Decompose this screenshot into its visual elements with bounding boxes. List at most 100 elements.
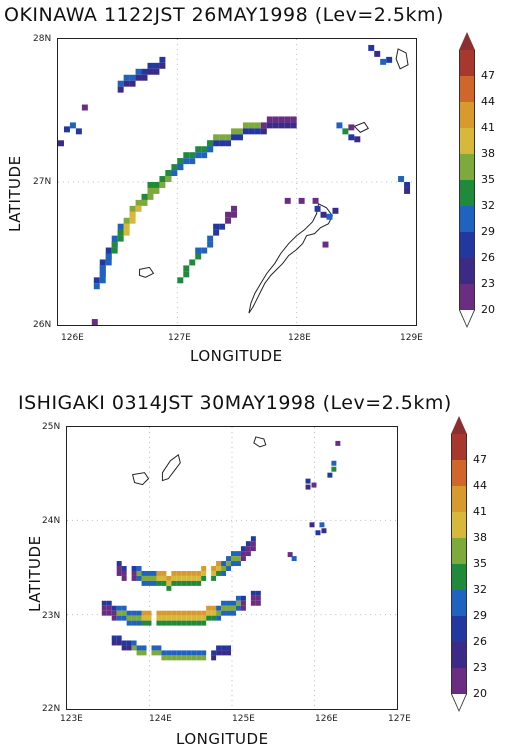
reflectivity-map [57, 38, 417, 326]
colorbar-label: 32 [473, 583, 487, 596]
echo-pixel [235, 605, 241, 611]
echo-pixel [99, 271, 106, 278]
coastline [395, 48, 409, 70]
echo-pixel [136, 570, 142, 576]
colorbar-segment [459, 258, 475, 284]
echo-pixel [368, 44, 375, 51]
echo-pixel [254, 128, 261, 135]
x-tick-126e: 126E [315, 714, 338, 724]
echo-pixel [123, 80, 130, 87]
echo-pixel [206, 615, 212, 621]
y-axis-label: LATITUDE [26, 535, 44, 612]
echo-pixel [250, 590, 256, 596]
colorbar: 20 23 26 29 32 35 38 41 44 47 [459, 32, 495, 328]
echo-pixel [153, 68, 160, 75]
echo-pixel [131, 615, 137, 621]
x-tick-123e: 123E [60, 714, 83, 724]
colorbar-label: 29 [473, 609, 487, 622]
colorbar-label: 35 [481, 173, 495, 186]
echo-pixel [63, 126, 70, 133]
echo-pixel [354, 136, 361, 143]
echo-pixel [146, 575, 152, 581]
echo-pixel [278, 116, 285, 123]
echo-pixel [226, 650, 232, 656]
echo-pixel [254, 122, 261, 129]
echo-pixel [237, 128, 243, 135]
x-tick-127e: 127E [388, 714, 411, 724]
echo-pixel [201, 650, 207, 656]
echo-pixel [213, 134, 220, 141]
echo-pixel [245, 551, 251, 557]
echo-pixel [69, 122, 76, 129]
x-tick-129e: 129E [400, 333, 423, 343]
echo-pixel [153, 182, 160, 188]
x-tick-125e: 125E [232, 714, 255, 724]
echo-pixel [380, 58, 387, 65]
echo-pixel [136, 645, 142, 651]
colorbar-segment [459, 154, 475, 180]
echo-pixel [240, 551, 246, 557]
echo-pixel [216, 561, 222, 567]
colorbar-label: 26 [473, 635, 487, 648]
echo-pixel [156, 650, 162, 656]
echo-pixel [201, 570, 207, 576]
echo-pixel [131, 610, 137, 616]
echo-pixel [123, 74, 130, 81]
colorbar-label: 35 [473, 557, 487, 570]
echo-pixel [156, 610, 162, 616]
colorbar-label: 23 [473, 661, 487, 674]
echo-pixel [117, 229, 124, 236]
echo-pixel [386, 56, 393, 63]
map-canvas [58, 39, 416, 325]
echo-pixel [235, 551, 241, 557]
x-axis-label: LONGITUDE [176, 730, 269, 748]
echo-pixel [231, 134, 237, 141]
coastline [248, 203, 334, 314]
echo-pixel [121, 575, 127, 581]
echo-pixel [284, 116, 291, 123]
echo-pixel [291, 556, 297, 562]
echo-pixel [250, 595, 256, 601]
echo-pixel [166, 580, 172, 586]
echo-pixel [320, 211, 327, 218]
echo-pixel [213, 140, 220, 147]
echo-pixel [226, 605, 232, 611]
colorbar-min-triangle [459, 310, 475, 328]
echo-pixel [327, 472, 333, 478]
colorbar-segment [451, 486, 467, 512]
echo-pixel [105, 259, 112, 266]
echo-pixel [181, 580, 187, 586]
echo-pixel [117, 235, 124, 242]
echo-pixel [255, 595, 261, 601]
echo-pixel [177, 164, 184, 171]
colorbar-label: 44 [473, 479, 487, 492]
echo-pixel [196, 610, 202, 616]
echo-pixel [156, 570, 162, 576]
echo-pixel [106, 605, 112, 611]
echo-pixel [159, 176, 166, 182]
colorbar-label: 47 [473, 453, 487, 466]
colorbar-segment [451, 512, 467, 538]
echo-pixel [319, 522, 325, 528]
echo-pixel [240, 595, 246, 601]
echo-pixel [309, 522, 315, 528]
echo-pixel [250, 536, 256, 542]
echo-pixel [226, 645, 232, 651]
echo-pixel [99, 259, 106, 266]
echo-pixel [93, 283, 100, 290]
colorbar-segment [451, 538, 467, 564]
echo-pixel [248, 122, 255, 129]
echo-pixel [211, 566, 217, 571]
colorbar-segment [459, 128, 475, 154]
echo-pixel [331, 466, 337, 472]
echo-pixel [211, 605, 217, 611]
echo-pixel [290, 116, 297, 123]
echo-pixel [123, 217, 130, 224]
echo-pixel [101, 600, 107, 606]
colorbar-max-triangle [459, 32, 475, 50]
echo-pixel [312, 197, 319, 204]
echo-pixel [196, 575, 202, 581]
echo-pixel [159, 56, 166, 63]
colorbar-segment [459, 50, 475, 76]
echo-pixel [216, 570, 222, 576]
